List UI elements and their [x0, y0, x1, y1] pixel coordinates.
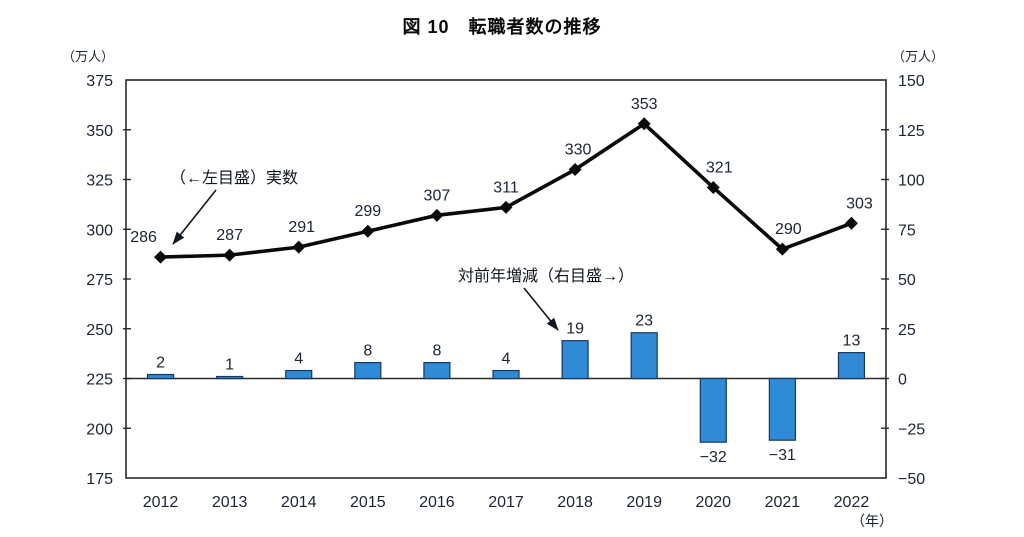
- diamond-marker: [706, 180, 720, 194]
- bar-value-label: 23: [635, 313, 653, 330]
- left-axis-tick-label: 325: [86, 173, 113, 190]
- bar-value-label: 4: [294, 351, 303, 368]
- right-note-arrow: [523, 287, 559, 331]
- left-axis-tick-label: 175: [86, 471, 113, 488]
- x-axis-year-label: 2021: [765, 494, 801, 511]
- diamond-marker: [775, 242, 789, 256]
- point-value-label: 311: [493, 179, 519, 196]
- right-axis-tick-label: 100: [898, 173, 925, 190]
- left-axis-tick-label: 375: [86, 73, 113, 90]
- annotation-left-scale: （←左目盛）実数: [169, 170, 298, 187]
- bar-value-label: −31: [769, 447, 796, 464]
- bar-yoy-change: [146, 373, 175, 380]
- right-axis-tick-label: 125: [898, 123, 925, 140]
- point-value-label: 299: [354, 203, 381, 220]
- right-axis-tick-label: 150: [898, 73, 925, 90]
- point-value-label: 291: [288, 219, 315, 236]
- right-axis-tick-label: 75: [898, 222, 916, 239]
- left-note-arrow: [172, 189, 217, 245]
- left-axis-tick-label: 275: [86, 272, 113, 289]
- right-axis-tick-label: 0: [898, 372, 907, 389]
- chart-title: 図 10 転職者数の推移: [402, 17, 602, 37]
- bar-yoy-change: [561, 340, 589, 380]
- bar-yoy-change: [285, 369, 313, 380]
- x-axis-year-label: 2020: [695, 494, 731, 511]
- bar-value-label: 2: [156, 355, 165, 372]
- right-axis-tick-label: 50: [898, 272, 916, 289]
- bar-value-label: 8: [363, 343, 372, 360]
- x-axis-year-label: 2013: [212, 494, 248, 511]
- diamond-marker: [637, 117, 651, 131]
- left-axis-tick-label: 300: [86, 222, 113, 239]
- bar-value-label: 4: [502, 351, 511, 368]
- point-value-label: 321: [706, 159, 733, 176]
- diamond-marker: [499, 200, 513, 214]
- bar-yoy-change: [699, 377, 727, 443]
- point-value-label: 307: [424, 187, 451, 204]
- point-value-label: 303: [846, 195, 873, 212]
- x-axis-year-label: 2015: [350, 494, 386, 511]
- bar-yoy-change: [492, 369, 520, 380]
- point-value-label: 287: [216, 227, 243, 244]
- point-value-label: 290: [775, 221, 802, 238]
- bar-yoy-change: [630, 332, 658, 380]
- bar-yoy-change: [354, 361, 382, 380]
- bar-yoy-change: [768, 377, 796, 441]
- diamond-marker: [292, 240, 306, 254]
- left-axis-tick-label: 250: [86, 322, 113, 339]
- bar-value-label: 19: [566, 321, 584, 338]
- bar-value-label: 1: [225, 357, 234, 374]
- diamond-marker: [844, 216, 858, 230]
- x-axis-year-label: 2018: [557, 494, 593, 511]
- x-axis-year-label: 2016: [419, 494, 455, 511]
- diamond-marker: [223, 248, 237, 262]
- left-axis-tick-label: 200: [86, 421, 113, 438]
- right-axis-tick-label: −50: [898, 471, 925, 488]
- point-value-label: 330: [565, 142, 592, 159]
- bar-yoy-change: [216, 375, 244, 380]
- x-axis-year-label: 2022: [834, 494, 870, 511]
- x-axis-year-label: 2014: [281, 494, 317, 511]
- bar-value-label: −32: [700, 449, 727, 466]
- bar-value-label: 8: [432, 343, 441, 360]
- bar-yoy-change: [837, 352, 866, 380]
- bar-yoy-change: [423, 361, 451, 380]
- point-value-label: 286: [130, 229, 157, 246]
- right-axis-tick-label: −25: [898, 421, 925, 438]
- diamond-marker: [154, 250, 168, 264]
- diamond-marker: [568, 163, 582, 177]
- left-axis-unit-label: （万人）: [61, 49, 114, 64]
- left-axis-tick-label: 225: [86, 372, 113, 389]
- diamond-marker: [361, 224, 375, 238]
- bar-value-label: 13: [843, 333, 861, 350]
- right-axis-unit-label: （万人）: [892, 49, 945, 64]
- right-axis-tick-label: 25: [898, 322, 916, 339]
- x-axis-year-label: 2012: [143, 494, 179, 511]
- annotation-right-scale: 対前年増減（右目盛→）: [457, 268, 634, 285]
- x-axis-unit-label: （年）: [851, 513, 893, 529]
- x-axis-year-label: 2019: [626, 494, 662, 511]
- diamond-marker: [430, 208, 444, 222]
- point-value-label: 353: [631, 96, 658, 113]
- left-axis-tick-label: 350: [86, 123, 113, 140]
- x-axis-year-label: 2017: [488, 494, 524, 511]
